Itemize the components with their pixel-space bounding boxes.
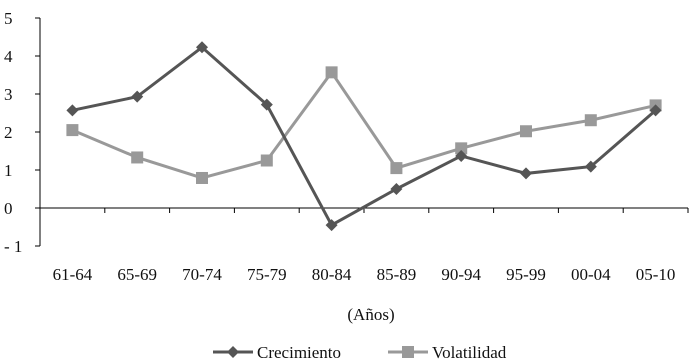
data-point-volatilidad — [131, 151, 144, 164]
data-point-volatilidad — [390, 162, 403, 175]
x-tick-label: 05-10 — [636, 265, 676, 284]
series-line-volatilidad — [71, 69, 656, 180]
y-tick-label: 5 — [4, 9, 13, 28]
data-point-volatilidad — [66, 124, 79, 137]
series-layer — [66, 41, 662, 232]
y-tick-label: 2 — [4, 123, 13, 142]
y-tick-labels: 5 4 3 2 1 0 - 1 — [4, 9, 22, 256]
data-point-crecimiento — [260, 98, 273, 111]
data-point-crecimiento — [520, 167, 532, 180]
y-tick-label: - 1 — [4, 237, 22, 256]
x-tick-label: 90-94 — [441, 265, 481, 284]
x-tick-label: 61-64 — [53, 265, 93, 284]
legend-label: Volatilidad — [432, 343, 507, 362]
data-point-volatilidad — [325, 66, 338, 79]
legend-marker — [402, 346, 414, 358]
series-volatilidad — [66, 66, 662, 184]
data-point-volatilidad — [455, 142, 468, 155]
legend-item-volatilidad: Volatilidad — [388, 343, 507, 362]
data-point-crecimiento — [325, 219, 338, 232]
series-line-crecimiento — [72, 45, 657, 228]
y-tick-label: 4 — [4, 47, 13, 66]
y-tick-label: 1 — [4, 161, 13, 180]
legend-label: Crecimiento — [257, 343, 341, 362]
legend-marker — [227, 346, 239, 358]
series-crecimiento — [66, 41, 662, 232]
data-point-volatilidad — [260, 154, 273, 167]
data-point-volatilidad — [584, 114, 597, 127]
x-tick-label: 80-84 — [312, 265, 352, 284]
data-point-volatilidad — [520, 125, 532, 138]
x-axis-label: (Años) — [347, 305, 394, 324]
x-tick-labels: 61-64 65-69 70-74 75-79 80-84 85-89 90-94 95-99… — [53, 265, 676, 284]
x-tick-label: 95-99 — [506, 265, 546, 284]
x-tick-label: 70-74 — [182, 265, 222, 284]
data-point-crecimiento — [196, 41, 208, 54]
data-point-crecimiento — [455, 149, 468, 162]
data-point-crecimiento — [584, 160, 597, 173]
y-tick-label: 0 — [4, 199, 13, 218]
legend: Crecimiento Volatilidad — [213, 343, 507, 362]
data-point-crecimiento — [390, 183, 403, 195]
data-point-crecimiento — [66, 104, 79, 117]
x-tick-label: 00-04 — [571, 265, 611, 284]
x-tick-label: 85-89 — [377, 265, 417, 284]
chart-axes — [35, 17, 689, 247]
data-point-crecimiento — [649, 104, 662, 117]
x-tick-label: 65-69 — [117, 265, 157, 284]
y-tick-label: 3 — [4, 85, 13, 104]
data-point-volatilidad — [196, 171, 208, 184]
x-tick-label: 75-79 — [247, 265, 287, 284]
legend-item-crecimiento: Crecimiento — [213, 343, 341, 362]
data-point-crecimiento — [131, 90, 144, 103]
